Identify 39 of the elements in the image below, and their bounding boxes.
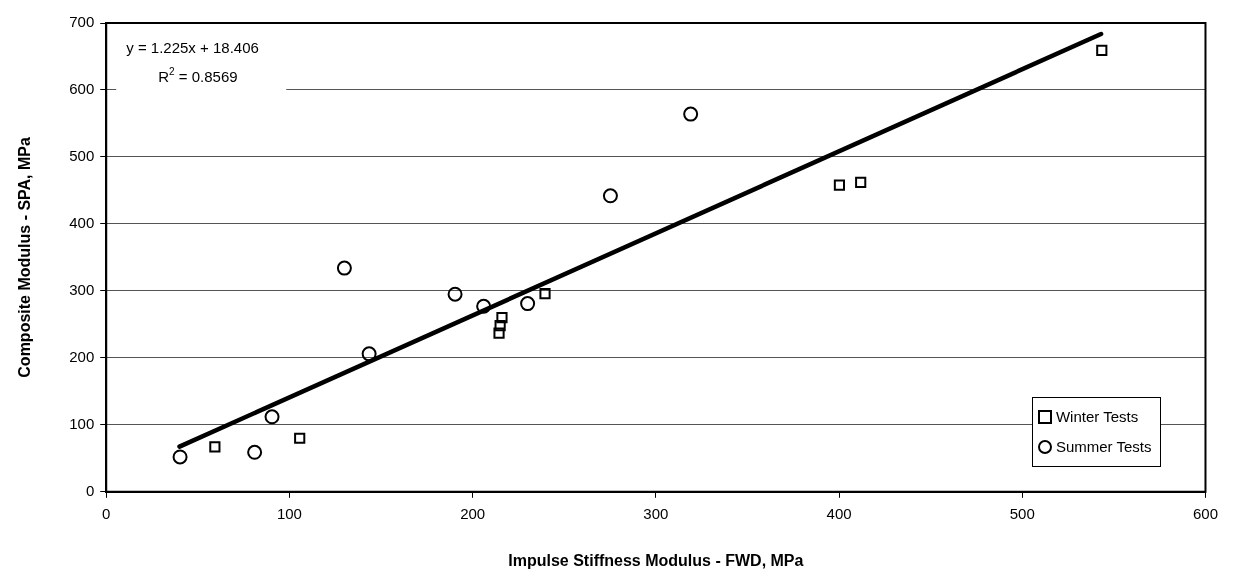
point <box>496 312 508 324</box>
point <box>361 346 377 362</box>
y-tick-label: 0 <box>85 481 95 499</box>
point <box>264 409 280 425</box>
point <box>447 286 463 302</box>
x-tick-label: 100 <box>276 504 302 522</box>
point <box>833 179 846 191</box>
point <box>476 298 492 314</box>
x-tick-label: 400 <box>826 504 852 522</box>
x-tick-label: 300 <box>643 504 669 522</box>
y-tick-label: 500 <box>69 147 95 165</box>
y-tick-label: 400 <box>69 214 95 232</box>
point <box>209 441 221 453</box>
point <box>494 320 506 332</box>
point <box>520 296 536 312</box>
y-tick-label: 700 <box>69 13 95 31</box>
point <box>602 188 618 204</box>
x-tick-label: 600 <box>1192 504 1218 522</box>
point <box>1096 44 1108 57</box>
y-tick-label: 600 <box>69 80 95 98</box>
x-tick-label: 500 <box>1009 504 1035 522</box>
legend-label: Summer Tests <box>1055 436 1152 457</box>
y-axis-title: Composite Modulus - SPA, MPa <box>16 137 34 378</box>
point <box>336 260 352 276</box>
y-tick-label: 300 <box>69 281 95 299</box>
x-axis-title: Impulse Stiffness Modulus - FWD, MPa <box>508 551 804 569</box>
point <box>683 106 699 122</box>
point <box>172 449 188 465</box>
y-tick-label: 200 <box>69 348 95 365</box>
legend-label: Winter Tests <box>1055 406 1139 427</box>
point <box>855 176 867 188</box>
point <box>294 432 306 444</box>
point <box>539 287 551 300</box>
x-tick-label: 0 <box>102 504 111 522</box>
point <box>493 327 505 339</box>
y-tick-label: 100 <box>69 414 95 432</box>
annotation: y = 1.225x + 18.406 <box>126 39 259 56</box>
x-tick-label: 200 <box>460 504 486 522</box>
point <box>247 444 263 460</box>
